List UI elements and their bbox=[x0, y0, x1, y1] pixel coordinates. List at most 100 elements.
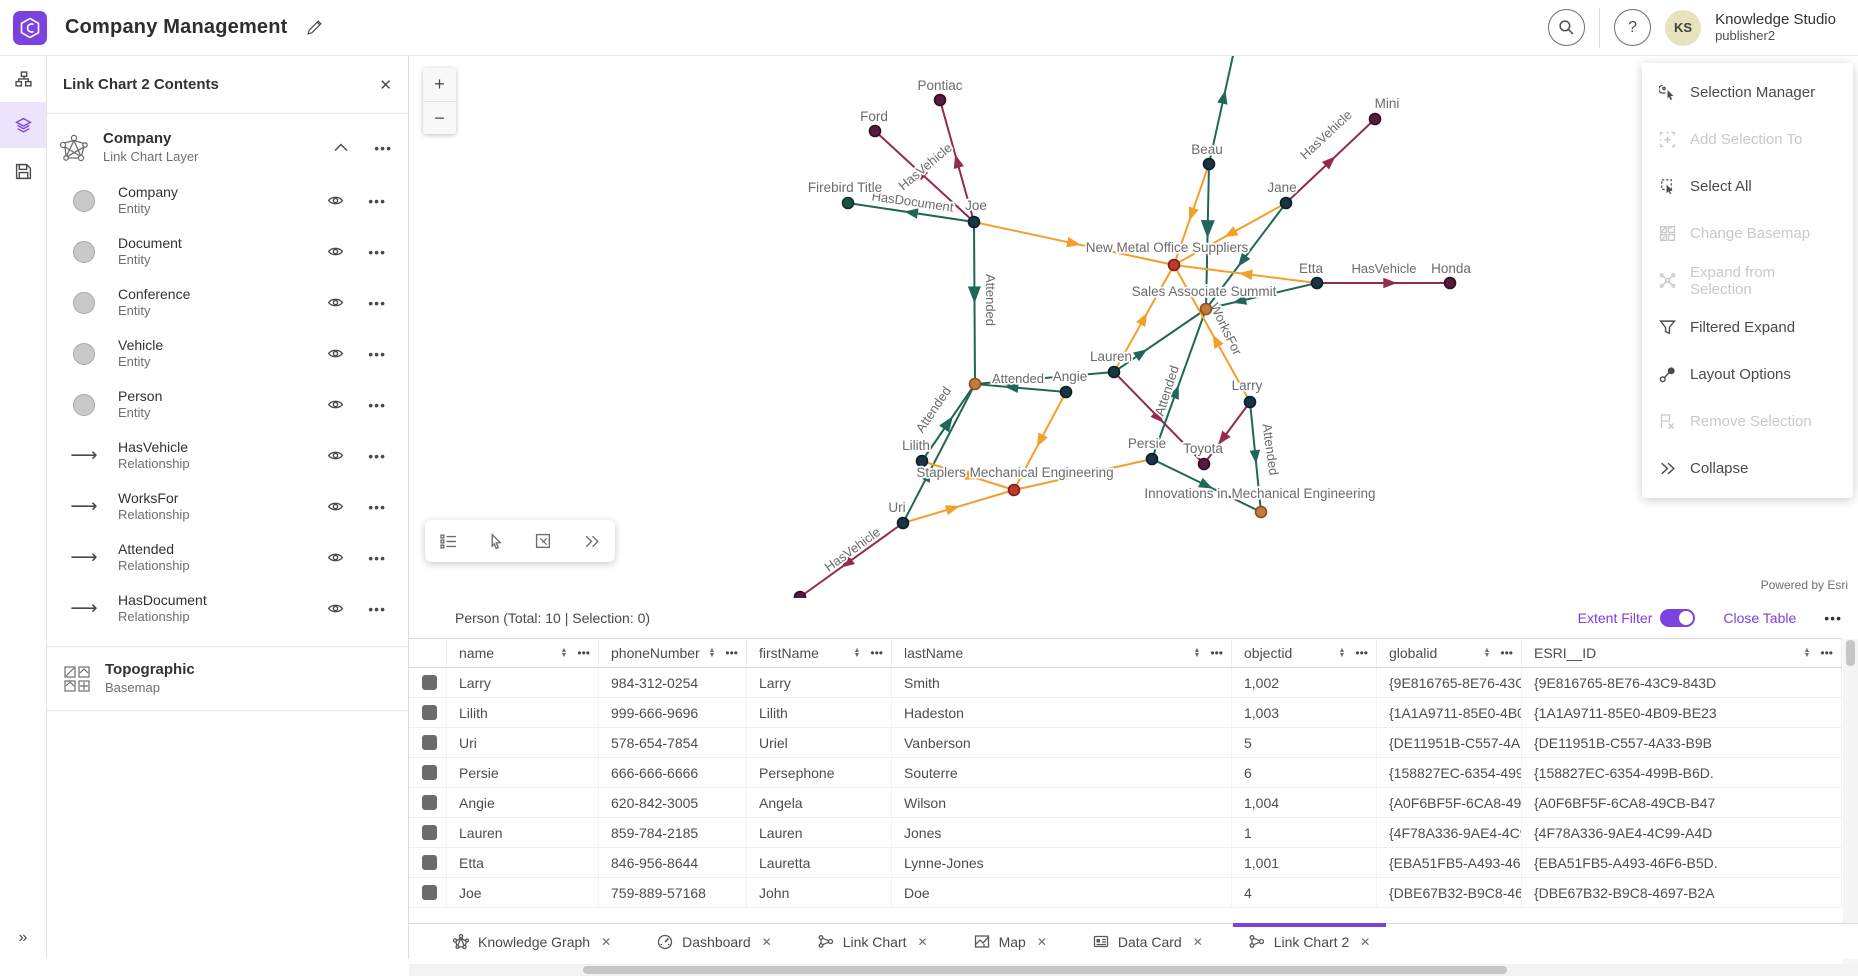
layer-options-icon[interactable]: ••• bbox=[374, 139, 392, 156]
row-checkbox[interactable] bbox=[422, 855, 437, 870]
visibility-eye-icon[interactable] bbox=[327, 243, 344, 260]
layer-item-conference[interactable]: Conference Entity ••• bbox=[47, 277, 408, 328]
column-options-icon[interactable]: ••• bbox=[1820, 646, 1833, 660]
tab-link-chart-2[interactable]: Link Chart 2 ✕ bbox=[1232, 923, 1387, 959]
sort-icon[interactable]: ▲ ▼ bbox=[1483, 647, 1491, 659]
avatar[interactable]: KS bbox=[1665, 9, 1702, 46]
expand-chevrons-button[interactable] bbox=[576, 526, 606, 556]
tab-knowledge-graph[interactable]: Knowledge Graph ✕ bbox=[437, 924, 627, 959]
layer-header[interactable]: Company Link Chart Layer ••• bbox=[47, 114, 408, 175]
item-options-icon[interactable]: ••• bbox=[368, 243, 386, 260]
visibility-eye-icon[interactable] bbox=[327, 345, 344, 362]
table-row[interactable]: Angie 620-842-3005 Angela Wilson 1,004 {A0F6B… bbox=[409, 788, 1842, 818]
edge-persie-summit[interactable] bbox=[1151, 308, 1207, 460]
node-pontiac[interactable] bbox=[933, 93, 947, 107]
user-block[interactable]: Knowledge Studio publisher2 bbox=[1715, 11, 1836, 43]
node-honda[interactable] bbox=[1443, 276, 1457, 290]
rail-item-hierarchy[interactable] bbox=[0, 56, 46, 102]
node-mini[interactable] bbox=[1368, 112, 1382, 126]
link-chart-canvas[interactable]: HasVehicle HasDocument Attended Attended Att… bbox=[409, 56, 1858, 598]
edge-larry-toyota[interactable] bbox=[1203, 401, 1251, 465]
tab-map[interactable]: Map ✕ bbox=[958, 924, 1063, 959]
rail-item-layers[interactable] bbox=[0, 102, 46, 148]
node-angie[interactable] bbox=[1059, 385, 1073, 399]
layer-item-hasvehicle[interactable]: ⟶ HasVehicle Relationship ••• bbox=[47, 430, 408, 481]
node-toyota[interactable] bbox=[1197, 457, 1211, 471]
row-checkbox[interactable] bbox=[422, 795, 437, 810]
table-row[interactable]: Persie 666-666-6666 Persephone Souterre 6 {15… bbox=[409, 758, 1842, 788]
table-options-icon[interactable]: ••• bbox=[1824, 610, 1842, 626]
close-table-button[interactable]: Close Table bbox=[1723, 610, 1797, 626]
node-persie[interactable] bbox=[1145, 452, 1159, 466]
node-summit[interactable] bbox=[1199, 302, 1213, 316]
table-row[interactable]: Lilith 999-666-9696 Lilith Hadeston 1,003 {1A… bbox=[409, 698, 1842, 728]
menu-item-selection-manager[interactable]: Selection Manager bbox=[1642, 69, 1853, 116]
edge-lauren-summit[interactable] bbox=[1113, 308, 1207, 373]
tab-close-icon[interactable]: ✕ bbox=[917, 934, 928, 949]
row-checkbox[interactable] bbox=[422, 765, 437, 780]
layer-item-document[interactable]: Document Entity ••• bbox=[47, 226, 408, 277]
column-header-phoneNumber[interactable]: phoneNumber ▲ ▼ ••• bbox=[599, 639, 747, 667]
edge-uri-conf[interactable] bbox=[902, 383, 976, 524]
node-jane[interactable] bbox=[1279, 196, 1293, 210]
column-header-name[interactable]: name ▲ ▼ ••• bbox=[447, 639, 599, 667]
tab-close-icon[interactable]: ✕ bbox=[1192, 934, 1203, 949]
item-options-icon[interactable]: ••• bbox=[368, 600, 386, 617]
node-joe[interactable] bbox=[967, 215, 981, 229]
sort-icon[interactable]: ▲ ▼ bbox=[853, 647, 861, 659]
table-row[interactable]: Joe 759-889-57168 John Doe 4 {DBE67B32-B9C8-4… bbox=[409, 878, 1842, 908]
column-header-globalid[interactable]: globalid ▲ ▼ ••• bbox=[1377, 639, 1522, 667]
column-options-icon[interactable]: ••• bbox=[725, 646, 738, 660]
visibility-eye-icon[interactable] bbox=[327, 447, 344, 464]
row-checkbox[interactable] bbox=[422, 705, 437, 720]
search-button[interactable] bbox=[1548, 9, 1586, 46]
node-beau[interactable] bbox=[1202, 157, 1216, 171]
column-header-firstName[interactable]: firstName ▲ ▼ ••• bbox=[747, 639, 892, 667]
table-row[interactable]: Uri 578-654-7854 Uriel Vanberson 5 {DE11951B-… bbox=[409, 728, 1842, 758]
item-options-icon[interactable]: ••• bbox=[368, 192, 386, 209]
node-staplers[interactable] bbox=[1007, 483, 1021, 497]
column-options-icon[interactable]: ••• bbox=[1500, 646, 1513, 660]
table-row[interactable]: Larry 984-312-0254 Larry Smith 1,002 {9E81676… bbox=[409, 668, 1842, 698]
visibility-eye-icon[interactable] bbox=[327, 294, 344, 311]
menu-item-collapse[interactable]: Collapse bbox=[1642, 445, 1853, 492]
cursor-button[interactable] bbox=[481, 526, 511, 556]
visibility-eye-icon[interactable] bbox=[327, 396, 344, 413]
edge-larry-nmos[interactable] bbox=[1173, 264, 1251, 403]
item-options-icon[interactable]: ••• bbox=[368, 498, 386, 515]
node-larry[interactable] bbox=[1243, 395, 1257, 409]
layer-item-person[interactable]: Person Entity ••• bbox=[47, 379, 408, 430]
visibility-eye-icon[interactable] bbox=[327, 549, 344, 566]
node-nmos[interactable] bbox=[1167, 258, 1181, 272]
basemap-row[interactable]: Topographic Basemap bbox=[47, 647, 408, 711]
item-options-icon[interactable]: ••• bbox=[368, 396, 386, 413]
node-firebird[interactable] bbox=[841, 196, 855, 210]
collapse-panel-icon[interactable]: » bbox=[18, 929, 28, 946]
visibility-eye-icon[interactable] bbox=[327, 600, 344, 617]
item-options-icon[interactable]: ••• bbox=[368, 294, 386, 311]
layer-item-hasdocument[interactable]: ⟶ HasDocument Relationship ••• bbox=[47, 583, 408, 634]
table-row[interactable]: Lauren 859-784-2185 Lauren Jones 1 {4F78A336-… bbox=[409, 818, 1842, 848]
tab-close-icon[interactable]: ✕ bbox=[1036, 934, 1047, 949]
edit-title-icon[interactable] bbox=[306, 19, 323, 36]
node-innov[interactable] bbox=[1254, 505, 1268, 519]
sort-icon[interactable]: ▲ ▼ bbox=[1193, 647, 1201, 659]
item-options-icon[interactable]: ••• bbox=[368, 345, 386, 362]
tab-link-chart[interactable]: Link Chart ✕ bbox=[802, 924, 944, 959]
row-checkbox[interactable] bbox=[422, 675, 437, 690]
chevron-up-icon[interactable] bbox=[334, 143, 348, 152]
node-veh-offscreen[interactable] bbox=[793, 590, 807, 599]
item-options-icon[interactable]: ••• bbox=[368, 447, 386, 464]
layer-item-company[interactable]: Company Entity ••• bbox=[47, 175, 408, 226]
menu-item-select-all[interactable]: Select All bbox=[1642, 163, 1853, 210]
close-panel-icon[interactable]: ✕ bbox=[379, 76, 392, 94]
sort-icon[interactable]: ▲ ▼ bbox=[560, 647, 568, 659]
sort-icon[interactable]: ▲ ▼ bbox=[1803, 647, 1811, 659]
tab-dashboard[interactable]: Dashboard ✕ bbox=[641, 924, 788, 959]
tab-data-card[interactable]: Data Card ✕ bbox=[1077, 924, 1219, 959]
edge-angie-conf[interactable] bbox=[974, 383, 1067, 393]
link-chart-graph[interactable]: HasVehicleHasDocumentAttendedAttendedAtt… bbox=[409, 56, 1858, 598]
app-logo-icon[interactable] bbox=[13, 10, 47, 45]
node-lilith[interactable] bbox=[915, 454, 929, 468]
select-rectangle-button[interactable] bbox=[529, 526, 559, 556]
